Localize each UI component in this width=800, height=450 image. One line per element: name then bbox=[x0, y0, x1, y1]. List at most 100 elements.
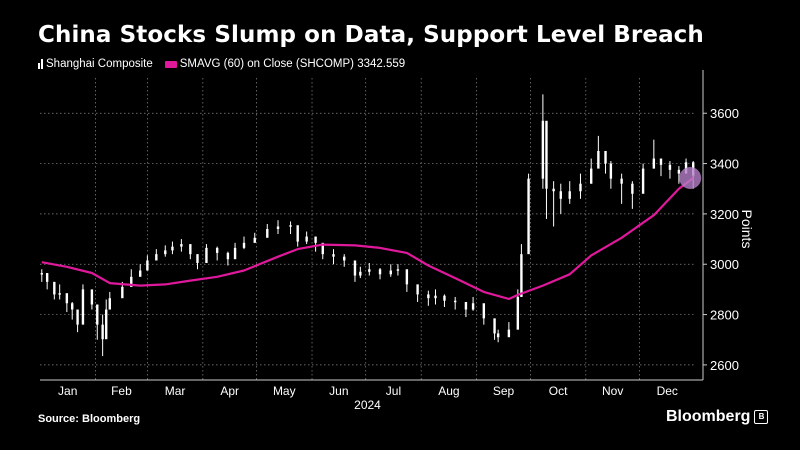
candle-body bbox=[641, 168, 645, 194]
bloomberg-logo: Bloomberg B bbox=[666, 408, 769, 426]
candle-body bbox=[604, 150, 607, 164]
y-tick-label: 2600 bbox=[710, 358, 739, 373]
candle-body bbox=[545, 120, 548, 189]
y-tick-label: 2800 bbox=[710, 308, 739, 323]
candle-body bbox=[453, 300, 457, 303]
candle-body bbox=[496, 333, 500, 338]
candle-body bbox=[416, 284, 419, 295]
x-tick-label: Mar bbox=[165, 384, 186, 398]
x-tick-label: Apr bbox=[220, 384, 239, 398]
last-value-highlight bbox=[679, 167, 702, 190]
candle-body bbox=[427, 294, 430, 299]
candle-body bbox=[155, 254, 158, 261]
candle-body bbox=[507, 329, 511, 338]
candle-body bbox=[378, 269, 382, 275]
candle-body bbox=[389, 270, 392, 275]
x-tick-label: Dec bbox=[657, 384, 678, 398]
candle-body bbox=[226, 252, 230, 260]
candle-body bbox=[105, 309, 108, 340]
candle-body bbox=[40, 273, 43, 275]
candle-body bbox=[253, 237, 256, 243]
candle-body bbox=[359, 271, 362, 276]
candle-body bbox=[552, 188, 555, 192]
y-tick-label: 3200 bbox=[710, 207, 739, 222]
legend-label-shanghai: Shanghai Composite bbox=[46, 58, 153, 70]
candle-body bbox=[76, 309, 79, 325]
brand-name: Bloomberg bbox=[666, 408, 751, 425]
legend-label-sma: SMAVG (60) on Close (SHCOMP) 3342.559 bbox=[179, 58, 406, 70]
candle-body bbox=[266, 229, 269, 238]
candle-body bbox=[314, 236, 317, 243]
candle-body bbox=[296, 225, 299, 242]
candle-body bbox=[289, 225, 292, 227]
candle-body bbox=[482, 303, 486, 319]
candle-body bbox=[121, 286, 124, 299]
candle-body bbox=[171, 246, 174, 251]
candle-body bbox=[332, 254, 335, 257]
candle-body bbox=[81, 289, 85, 325]
legend-item-sma: SMAVG (60) on Close (SHCOMP) 3342.559 bbox=[164, 58, 406, 70]
candle-body bbox=[130, 276, 133, 287]
candle-body bbox=[215, 247, 219, 253]
chart-title: China Stocks Slump on Data, Support Leve… bbox=[38, 22, 704, 48]
x-tick-label: May bbox=[273, 384, 296, 398]
candle-body bbox=[609, 163, 613, 179]
y-axis-label: Points bbox=[739, 210, 755, 249]
candle-body bbox=[677, 169, 681, 174]
candle-body bbox=[396, 269, 400, 271]
candle-body bbox=[205, 247, 208, 263]
x-tick-label: Oct bbox=[549, 384, 568, 398]
candle-body bbox=[559, 191, 562, 199]
candle-body bbox=[579, 183, 582, 192]
x-tick-label: Jan bbox=[58, 384, 77, 398]
candle-body bbox=[668, 164, 672, 170]
candlestick-icon bbox=[38, 59, 43, 69]
candle-body bbox=[434, 295, 437, 299]
candle-body bbox=[631, 183, 634, 194]
x-tick-label: Sep bbox=[493, 384, 515, 398]
candle-body bbox=[464, 301, 468, 310]
candle-body bbox=[597, 150, 600, 169]
sma-line bbox=[41, 177, 694, 301]
candle-body bbox=[590, 168, 593, 184]
y-tick-label: 3600 bbox=[710, 106, 739, 121]
candle-body bbox=[659, 158, 663, 165]
candle-body bbox=[652, 158, 656, 169]
brand-mark-icon: B bbox=[754, 410, 769, 424]
candle-body bbox=[471, 303, 475, 310]
candle-body bbox=[45, 273, 49, 282]
x-axis-year-label: 2024 bbox=[354, 398, 381, 412]
candle-body bbox=[368, 269, 371, 272]
candle-body bbox=[353, 260, 357, 276]
candle-body bbox=[90, 289, 94, 305]
x-tick-label: Feb bbox=[111, 384, 132, 398]
legend: Shanghai Composite SMAVG (60) on Close (… bbox=[38, 58, 405, 70]
x-tick-label: Aug bbox=[438, 384, 459, 398]
candle-body bbox=[343, 256, 346, 261]
candle-body bbox=[53, 281, 56, 295]
candle-body bbox=[108, 298, 111, 310]
candle-body bbox=[516, 296, 520, 330]
candle-body bbox=[527, 178, 530, 255]
y-tick-label: 3000 bbox=[710, 257, 739, 272]
x-tick-label: Jun bbox=[329, 384, 348, 398]
candle-body bbox=[65, 293, 69, 304]
candle-body bbox=[139, 270, 142, 277]
legend-item-shanghai: Shanghai Composite bbox=[38, 58, 153, 70]
candle-body bbox=[405, 269, 409, 285]
candle-body bbox=[568, 191, 571, 199]
x-tick-label: Nov bbox=[602, 384, 623, 398]
y-tick-label: 3400 bbox=[710, 157, 739, 172]
source-note: Source: Bloomberg bbox=[38, 413, 141, 425]
candle-body bbox=[242, 242, 246, 248]
candle-body bbox=[58, 293, 61, 295]
candle-body bbox=[520, 254, 523, 297]
candle-body bbox=[276, 226, 280, 229]
candle-body bbox=[96, 304, 99, 325]
candle-body bbox=[189, 244, 192, 255]
candle-body bbox=[620, 178, 623, 184]
candle-body bbox=[101, 324, 104, 340]
sma-swatch-icon bbox=[164, 60, 177, 68]
candle-body bbox=[180, 244, 183, 247]
